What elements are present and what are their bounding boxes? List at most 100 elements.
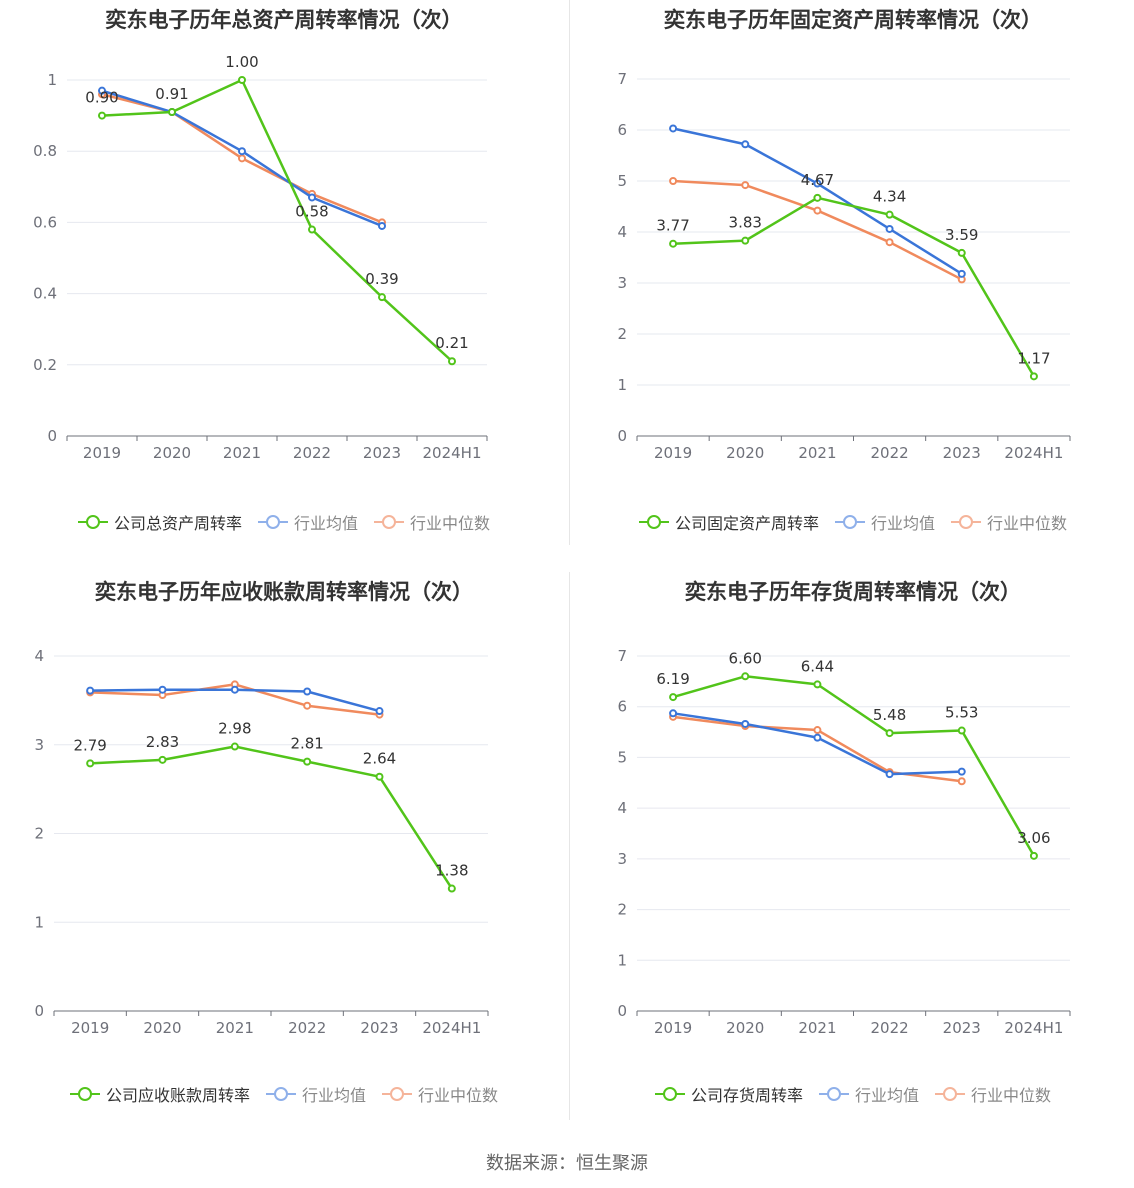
data-label: 2.83 (146, 733, 179, 751)
panel-divider (569, 0, 570, 545)
y-tick-label: 7 (617, 647, 627, 665)
panel-divider (569, 572, 570, 1120)
x-tick-label: 2022 (870, 1019, 908, 1037)
chart-plot: 0 1 2 3 4 5 6 7 2019 2020 2021 2022 2023 2024H1 3.77 3.… (617, 70, 1071, 462)
data-source-note: 数据来源：恒生聚源 (486, 1153, 648, 1174)
x-tick-label: 2020 (726, 444, 764, 462)
legend-item-industry-mean[interactable]: 行业均值 (818, 1082, 919, 1106)
data-point (741, 672, 750, 681)
data-point (375, 772, 384, 781)
x-tick-label: 2019 (83, 444, 121, 462)
x-tick-label: 2022 (293, 444, 331, 462)
legend-label: 公司总资产周转率 (113, 514, 242, 533)
data-point (813, 733, 822, 742)
data-point (957, 248, 966, 257)
data-point (957, 269, 966, 278)
chart-title: 奕东电子历年总资产周转率情况（次） (105, 8, 463, 32)
data-point (98, 111, 106, 120)
data-label: 6.44 (801, 657, 834, 675)
data-point (669, 239, 678, 248)
data-point (885, 729, 894, 738)
legend-label: 公司存货周转率 (690, 1086, 803, 1105)
data-point (308, 193, 316, 202)
x-tick-label: 2021 (798, 1019, 836, 1037)
legend-item-industry-median[interactable]: 行业中位数 (382, 1082, 498, 1106)
data-label: 4.34 (873, 188, 906, 206)
data-point (303, 701, 312, 710)
legend-label: 行业中位数 (410, 514, 491, 533)
data-label: 2.79 (73, 736, 106, 754)
y-tick-label: 0.4 (33, 285, 57, 303)
data-point (741, 181, 750, 190)
x-tick-label: 2022 (870, 444, 908, 462)
data-point (1029, 851, 1038, 860)
data-point (813, 193, 822, 202)
x-tick-label: 2024H1 (1004, 1019, 1063, 1037)
legend-item-industry-median[interactable]: 行业中位数 (951, 510, 1067, 534)
data-label: 4.67 (801, 171, 834, 189)
data-label: 0.91 (155, 85, 188, 103)
legend-item-industry-mean[interactable]: 行业均值 (834, 510, 935, 534)
series-line (101, 78, 453, 363)
y-tick-label: 7 (617, 70, 627, 88)
y-tick-label: 3 (34, 736, 44, 754)
x-tick-label: 2024H1 (423, 444, 482, 462)
data-label: 1.00 (225, 53, 258, 71)
y-tick-label: 0.2 (33, 356, 57, 374)
legend-item-company[interactable]: 公司存货周转率 (654, 1082, 803, 1106)
legend: 公司存货周转率 行业均值 行业中位数 (572, 1082, 1134, 1106)
legend-label: 行业中位数 (987, 514, 1068, 533)
x-tick-label: 2023 (360, 1019, 398, 1037)
data-label: 6.60 (729, 649, 762, 667)
x-tick-label: 2023 (943, 1019, 981, 1037)
x-tick-label: 2023 (363, 444, 401, 462)
data-point (885, 238, 894, 247)
legend-item-industry-mean[interactable]: 行业均值 (265, 1082, 366, 1106)
y-tick-label: 0.6 (33, 213, 57, 231)
data-point (669, 693, 678, 702)
data-point (308, 225, 316, 234)
chart-title: 奕东电子历年固定资产周转率情况（次） (664, 8, 1042, 32)
x-tick-label: 2021 (223, 444, 261, 462)
data-point (885, 210, 894, 219)
x-tick-label: 2019 (71, 1019, 109, 1037)
data-point (957, 767, 966, 776)
legend-line-icon (265, 1086, 296, 1102)
x-tick-label: 2024H1 (422, 1019, 481, 1037)
legend-item-company[interactable]: 公司固定资产周转率 (638, 510, 819, 534)
chart-panel-inventory: 奕东电子历年存货周转率情况（次） 0 1 2 3 4 5 6 7 2019 2020 2021 202… (572, 572, 1134, 1120)
chart-plot: 0 1 2 3 4 2019 2020 2021 2022 2023 2024H1 2.79 2.83 2… (34, 647, 489, 1037)
data-point (230, 685, 239, 694)
data-label: 3.06 (1017, 829, 1050, 847)
data-point (669, 177, 678, 185)
data-point (813, 206, 822, 215)
data-point (669, 124, 678, 133)
data-point (230, 742, 239, 751)
series-line (90, 745, 453, 890)
legend-item-industry-median[interactable]: 行业中位数 (935, 1082, 1051, 1106)
data-label: 6.19 (656, 670, 689, 688)
legend-item-industry-median[interactable]: 行业中位数 (374, 510, 490, 534)
data-point (378, 293, 386, 302)
legend-label: 公司应收账款周转率 (105, 1086, 250, 1105)
y-tick-label: 1 (47, 71, 57, 89)
data-point (238, 154, 246, 163)
y-tick-label: 6 (617, 121, 627, 139)
data-point (168, 108, 176, 117)
data-point (813, 680, 822, 689)
series-line (672, 675, 1035, 857)
data-point (447, 884, 456, 893)
data-point (375, 707, 384, 716)
x-tick-label: 2021 (216, 1019, 254, 1037)
data-point (813, 726, 822, 735)
data-label: 1.38 (435, 862, 468, 880)
data-label: 5.48 (873, 706, 906, 724)
legend-item-company[interactable]: 公司总资产周转率 (77, 510, 242, 534)
legend-line-icon (818, 1086, 849, 1102)
legend-item-industry-mean[interactable]: 行业均值 (257, 510, 358, 534)
data-point (238, 147, 246, 156)
y-tick-label: 3 (617, 274, 627, 292)
legend-item-company[interactable]: 公司应收账款周转率 (69, 1082, 250, 1106)
legend-line-icon (257, 514, 288, 530)
data-point (741, 236, 750, 245)
